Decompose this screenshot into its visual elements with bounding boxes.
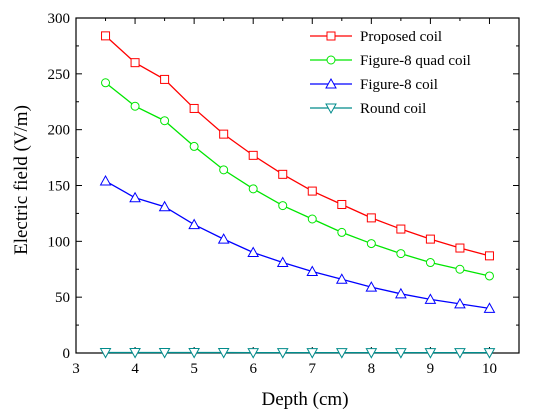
data-point <box>395 287 407 299</box>
data-point <box>366 213 376 223</box>
data-point <box>335 348 348 359</box>
data-point <box>129 348 141 359</box>
y-tick-label: 300 <box>48 11 71 27</box>
data-point <box>247 348 260 359</box>
legend-label: Round coil <box>360 101 426 117</box>
data-point <box>395 348 407 359</box>
data-point <box>306 265 319 276</box>
data-point <box>217 233 230 244</box>
data-point <box>101 78 111 88</box>
legend-label: Figure-8 coil <box>360 77 438 93</box>
data-point <box>306 348 319 359</box>
series-0 <box>101 31 494 261</box>
y-tick-label: 50 <box>55 290 70 306</box>
y-tick-label: 100 <box>48 234 71 250</box>
series-layer <box>99 31 496 359</box>
x-tick-label: 10 <box>482 361 497 377</box>
x-tick-label: 9 <box>427 361 435 377</box>
x-tick-label: 8 <box>368 361 376 377</box>
y-axis: 0 50 100 150 200 250 300 <box>48 11 519 362</box>
data-point <box>276 256 289 268</box>
data-point <box>307 186 317 196</box>
data-point <box>130 101 140 111</box>
data-point <box>158 348 171 359</box>
data-point <box>276 348 289 359</box>
data-point <box>188 348 200 359</box>
data-point <box>454 297 466 309</box>
data-point <box>248 184 258 194</box>
data-point <box>396 249 406 259</box>
data-point <box>101 31 111 41</box>
data-point <box>455 264 465 274</box>
y-tick-label: 150 <box>48 179 71 195</box>
data-point <box>278 201 288 211</box>
legend-marker <box>326 55 336 65</box>
legend-label: Figure-8 quad coil <box>360 53 471 69</box>
data-point <box>337 199 347 209</box>
data-point <box>219 165 229 175</box>
x-axis-title: Depth (cm) <box>261 389 348 410</box>
y-axis-title: Electric field (V/m) <box>11 105 32 255</box>
legend-marker <box>326 31 336 41</box>
y-tick-label: 250 <box>48 67 71 83</box>
data-point <box>160 116 170 126</box>
y-tick-label: 0 <box>63 346 71 362</box>
x-tick-label: 7 <box>309 361 317 377</box>
data-point <box>247 246 260 257</box>
data-point <box>189 103 199 113</box>
series-line-1 <box>105 82 490 277</box>
data-point <box>278 169 288 179</box>
data-point <box>160 74 170 84</box>
series-line-2 <box>105 180 490 309</box>
data-point <box>454 348 466 359</box>
data-point <box>188 218 200 230</box>
x-tick-label: 5 <box>190 361 198 377</box>
data-point <box>424 348 437 359</box>
data-point <box>365 348 378 359</box>
data-point <box>455 243 465 253</box>
data-point <box>366 239 376 249</box>
data-point <box>307 214 317 224</box>
data-point <box>484 251 494 261</box>
data-point <box>219 129 229 139</box>
x-tick-label: 4 <box>131 361 139 377</box>
data-point <box>129 191 141 203</box>
data-point <box>425 234 435 244</box>
legend: Proposed coil Figure-8 quad coil Figure-8 … <box>310 29 471 117</box>
data-point <box>337 227 347 237</box>
series-2 <box>99 175 496 313</box>
data-point <box>425 258 435 268</box>
data-point <box>396 224 406 234</box>
data-point <box>424 293 437 304</box>
data-point <box>99 175 112 186</box>
x-axis: 3 4 5 6 7 8 9 10 <box>72 18 497 377</box>
series-3 <box>99 348 496 359</box>
y-tick-label: 200 <box>48 123 71 139</box>
x-tick-label: 3 <box>72 361 80 377</box>
data-point <box>483 302 496 313</box>
data-point <box>217 348 230 359</box>
series-1 <box>101 78 494 281</box>
data-point <box>365 281 378 292</box>
data-point <box>484 271 494 281</box>
data-point <box>99 348 112 359</box>
x-tick-label: 6 <box>249 361 257 377</box>
legend-marker <box>325 103 337 115</box>
data-point <box>130 58 140 68</box>
data-point <box>483 348 496 359</box>
legend-marker <box>325 77 337 89</box>
data-point <box>248 150 258 160</box>
data-point <box>189 141 199 151</box>
data-point <box>335 273 348 284</box>
series-line-0 <box>105 35 490 257</box>
legend-label: Proposed coil <box>360 29 442 45</box>
data-point <box>158 200 171 212</box>
